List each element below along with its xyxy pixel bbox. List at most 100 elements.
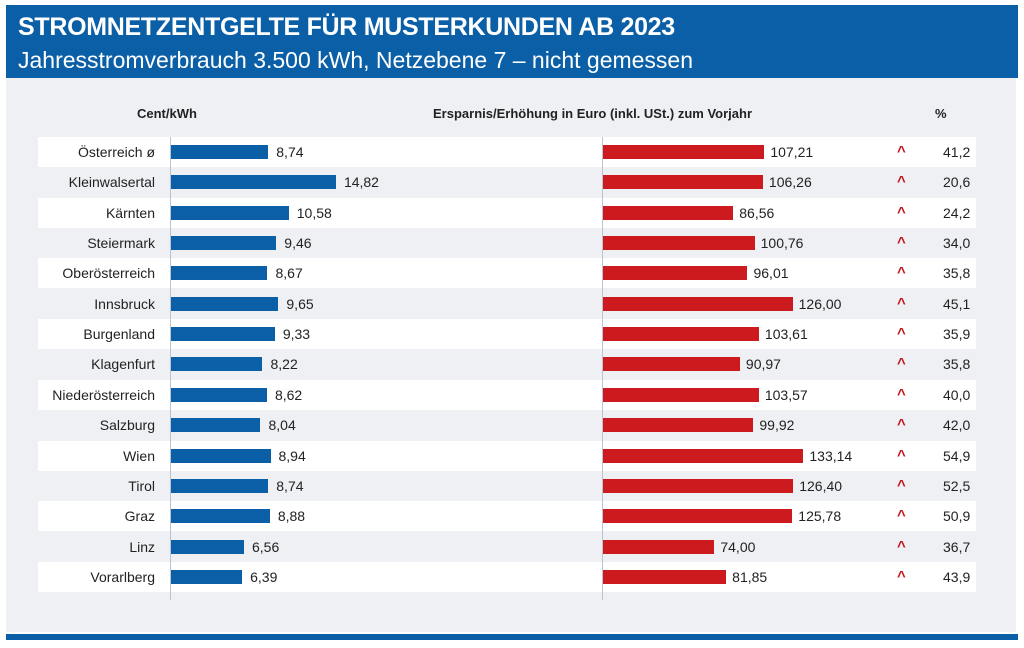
value-label-cent-kwh: 8,22	[270, 356, 298, 373]
bar-cent-kwh	[171, 448, 271, 463]
percent-change-label: 42,0	[943, 417, 971, 434]
bottom-rule	[6, 634, 1018, 640]
row-label: Wien	[123, 447, 155, 464]
bar-cent-kwh	[171, 175, 336, 190]
value-label-cent-kwh: 8,94	[278, 447, 306, 464]
value-label-change-euro: 126,00	[798, 295, 842, 312]
percent-change-label: 24,2	[943, 204, 971, 221]
table-row: Linz 6,56 74,00 ^ 36,7	[38, 532, 976, 562]
bar-change-euro	[603, 296, 793, 311]
value-label-change-euro: 86,56	[739, 204, 775, 221]
row-label: Kleinwalsertal	[68, 174, 155, 191]
bar-change-euro	[603, 357, 740, 372]
caret-up-icon: ^	[897, 355, 906, 373]
row-label: Steiermark	[87, 235, 155, 252]
row-label: Klagenfurt	[91, 356, 155, 373]
value-label-cent-kwh: 9,33	[282, 326, 311, 343]
bar-cent-kwh	[171, 327, 275, 342]
bar-cent-kwh	[171, 478, 269, 493]
value-label-cent-kwh: 14,82	[343, 174, 379, 191]
value-label-change-euro: 125,78	[798, 508, 842, 525]
bar-change-euro	[603, 539, 715, 554]
percent-change-label: 54,9	[943, 447, 971, 464]
value-label-cent-kwh: 8,88	[277, 508, 306, 525]
value-label-change-euro: 81,85	[732, 568, 768, 585]
bar-cent-kwh	[171, 539, 244, 554]
bar-change-euro	[603, 387, 759, 402]
row-label: Tirol	[128, 477, 155, 494]
value-label-cent-kwh: 9,65	[286, 295, 314, 312]
table-row: Kleinwalsertal 14,82 106,26 ^ 20,6	[38, 167, 976, 197]
percent-change-label: 35,8	[943, 356, 971, 373]
value-label-cent-kwh: 8,62	[274, 386, 303, 403]
value-label-cent-kwh: 8,74	[276, 144, 304, 160]
percent-change-label: 52,5	[943, 477, 971, 494]
table-row: Steiermark 9,46 100,76 ^ 34,0	[38, 228, 976, 258]
value-label-change-euro: 90,97	[745, 356, 781, 373]
value-label-cent-kwh: 10,58	[296, 204, 332, 221]
bar-change-euro	[603, 569, 727, 584]
row-label: Niederösterreich	[52, 386, 155, 403]
bar-change-euro	[603, 236, 755, 251]
percent-change-label: 35,9	[943, 326, 971, 343]
value-label-cent-kwh: 6,56	[252, 538, 280, 555]
right-axis-line	[602, 137, 603, 600]
caret-up-icon: ^	[897, 294, 906, 312]
value-label-change-euro: 126,40	[799, 477, 843, 494]
row-label: Vorarlberg	[90, 568, 155, 585]
caret-up-icon: ^	[897, 446, 906, 464]
table-row: Graz 8,88 125,78 ^ 50,9	[38, 501, 976, 532]
caret-up-icon: ^	[897, 416, 906, 434]
bar-cent-kwh	[171, 418, 261, 433]
row-label: Linz	[129, 538, 155, 555]
value-label-cent-kwh: 8,67	[275, 265, 303, 282]
table-row: Vorarlberg 6,39 81,85 ^ 43,9	[38, 561, 976, 592]
bar-cent-kwh	[171, 569, 243, 584]
bar-cent-kwh	[171, 357, 263, 372]
percent-change-label: 45,1	[943, 295, 971, 312]
bar-change-euro	[603, 266, 748, 281]
bar-cent-kwh	[171, 145, 269, 159]
caret-up-icon: ^	[897, 567, 906, 585]
value-label-change-euro: 103,57	[764, 386, 808, 403]
caret-up-icon: ^	[897, 325, 906, 343]
row-label: Salzburg	[99, 417, 155, 434]
bar-cent-kwh	[171, 296, 279, 311]
table-row: Tirol 8,74 126,40 ^ 52,5	[38, 471, 976, 501]
bar-cent-kwh	[171, 509, 270, 524]
caret-up-icon: ^	[897, 507, 906, 525]
percent-change-label: 41,2	[943, 144, 971, 160]
bar-change-euro	[603, 418, 754, 433]
row-label: Innsbruck	[94, 295, 155, 312]
percent-change-label: 40,0	[943, 386, 971, 403]
value-label-change-euro: 99,92	[759, 417, 795, 434]
chart-subtitle: Jahresstromverbrauch 3.500 kWh, Netzeben…	[18, 47, 694, 73]
column-header-percent: %	[935, 106, 947, 121]
value-label-cent-kwh: 8,74	[276, 477, 304, 494]
value-label-change-euro: 96,01	[753, 265, 789, 282]
caret-up-icon: ^	[897, 385, 906, 403]
bar-change-euro	[603, 478, 794, 493]
row-label: Kärnten	[105, 204, 155, 221]
caret-up-icon: ^	[897, 476, 906, 494]
bar-change-euro	[603, 205, 734, 220]
table-row: Burgenland 9,33 103,61 ^ 35,9	[38, 319, 976, 350]
caret-up-icon: ^	[897, 203, 906, 221]
table-row: Wien 8,94 133,14 ^ 54,9	[38, 440, 976, 471]
percent-change-label: 34,0	[943, 235, 971, 252]
percent-change-label: 36,7	[943, 538, 971, 555]
table-row: Salzburg 8,04 99,92 ^ 42,0	[38, 410, 976, 440]
bar-change-euro	[603, 327, 759, 342]
left-axis-line	[170, 137, 171, 600]
value-label-cent-kwh: 6,39	[250, 568, 278, 585]
value-label-change-euro: 103,61	[764, 326, 808, 343]
row-label: Österreich ø	[77, 144, 155, 160]
table-row: Kärnten 10,58 86,56 ^ 24,2	[38, 197, 976, 228]
percent-change-label: 50,9	[943, 508, 971, 525]
value-label-change-euro: 133,14	[809, 447, 853, 464]
caret-up-icon: ^	[897, 234, 906, 252]
caret-up-icon: ^	[897, 264, 906, 282]
percent-change-label: 20,6	[943, 174, 971, 191]
percent-change-label: 43,9	[943, 568, 971, 585]
bar-cent-kwh	[171, 387, 267, 402]
